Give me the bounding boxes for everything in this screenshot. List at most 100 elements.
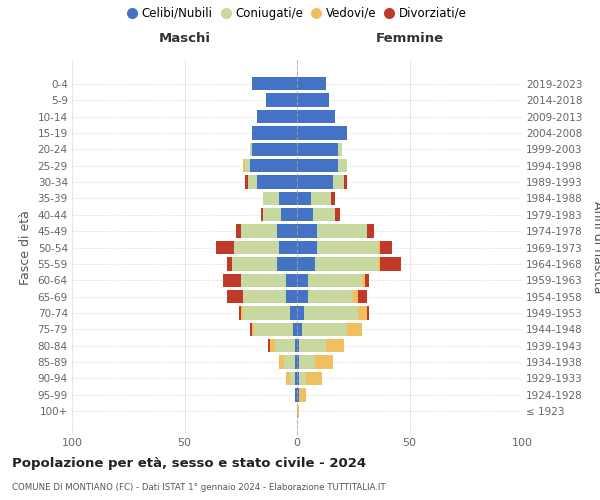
Bar	[299, 339, 326, 352]
Bar	[248, 176, 257, 188]
Bar	[297, 224, 317, 238]
Bar	[284, 356, 295, 369]
Bar	[257, 110, 297, 123]
Bar	[367, 224, 373, 238]
Bar	[367, 306, 369, 320]
Bar	[290, 372, 295, 385]
Bar	[290, 306, 297, 320]
Bar	[268, 339, 270, 352]
Bar	[297, 388, 299, 402]
Bar	[297, 241, 317, 254]
Bar	[297, 322, 302, 336]
Bar	[245, 176, 248, 188]
Bar	[250, 159, 297, 172]
Bar	[295, 356, 297, 369]
Bar	[279, 241, 297, 254]
Bar	[297, 94, 329, 107]
Bar	[335, 208, 340, 222]
Bar	[252, 322, 254, 336]
Bar	[252, 77, 297, 90]
Bar	[275, 339, 295, 352]
Bar	[308, 290, 353, 304]
Bar	[241, 274, 286, 287]
Bar	[378, 241, 380, 254]
Bar	[223, 274, 241, 287]
Bar	[297, 372, 299, 385]
Bar	[333, 176, 344, 188]
Bar	[232, 257, 277, 270]
Bar	[243, 290, 286, 304]
Text: Popolazione per età, sesso e stato civile - 2024: Popolazione per età, sesso e stato civil…	[12, 458, 366, 470]
Bar	[250, 142, 252, 156]
Bar	[227, 290, 243, 304]
Bar	[295, 388, 297, 402]
Bar	[227, 257, 232, 270]
Bar	[317, 241, 378, 254]
Bar	[297, 159, 337, 172]
Bar	[216, 241, 234, 254]
Bar	[297, 176, 333, 188]
Bar	[243, 159, 245, 172]
Bar	[378, 257, 380, 270]
Bar	[245, 159, 250, 172]
Bar	[293, 322, 297, 336]
Bar	[297, 290, 308, 304]
Bar	[308, 274, 362, 287]
Bar	[315, 356, 333, 369]
Y-axis label: Fasce di età: Fasce di età	[19, 210, 32, 285]
Bar	[347, 322, 362, 336]
Bar	[241, 224, 277, 238]
Bar	[263, 208, 281, 222]
Bar	[281, 208, 297, 222]
Bar	[317, 224, 367, 238]
Legend: Celibi/Nubili, Coniugati/e, Vedovi/e, Divorziati/e: Celibi/Nubili, Coniugati/e, Vedovi/e, Di…	[123, 2, 471, 24]
Bar	[306, 372, 322, 385]
Bar	[252, 142, 297, 156]
Bar	[297, 208, 313, 222]
Bar	[304, 306, 358, 320]
Bar	[299, 372, 306, 385]
Bar	[295, 372, 297, 385]
Bar	[311, 192, 331, 205]
Bar	[239, 306, 241, 320]
Bar	[358, 306, 367, 320]
Bar	[257, 176, 297, 188]
Bar	[297, 404, 299, 418]
Text: Maschi: Maschi	[158, 32, 211, 45]
Bar	[353, 290, 358, 304]
Text: COMUNE DI MONTIANO (FC) - Dati ISTAT 1° gennaio 2024 - Elaborazione TUTTITALIA.I: COMUNE DI MONTIANO (FC) - Dati ISTAT 1° …	[12, 482, 386, 492]
Bar	[279, 192, 297, 205]
Bar	[297, 339, 299, 352]
Bar	[261, 208, 263, 222]
Bar	[252, 126, 297, 140]
Bar	[279, 356, 284, 369]
Bar	[286, 274, 297, 287]
Bar	[297, 306, 304, 320]
Bar	[358, 290, 367, 304]
Bar	[297, 356, 299, 369]
Bar	[263, 192, 279, 205]
Bar	[313, 208, 335, 222]
Bar	[302, 322, 347, 336]
Bar	[234, 241, 279, 254]
Bar	[297, 110, 335, 123]
Bar	[270, 339, 275, 352]
Bar	[295, 339, 297, 352]
Bar	[297, 77, 326, 90]
Bar	[337, 159, 347, 172]
Bar	[250, 322, 252, 336]
Bar	[299, 388, 306, 402]
Bar	[265, 94, 297, 107]
Bar	[297, 142, 337, 156]
Bar	[241, 306, 243, 320]
Bar	[243, 306, 290, 320]
Bar	[236, 224, 241, 238]
Bar	[337, 142, 342, 156]
Y-axis label: Anni di nascita: Anni di nascita	[591, 201, 600, 294]
Bar	[286, 290, 297, 304]
Bar	[286, 372, 290, 385]
Bar	[331, 192, 335, 205]
Bar	[362, 274, 365, 287]
Bar	[277, 224, 297, 238]
Bar	[344, 176, 347, 188]
